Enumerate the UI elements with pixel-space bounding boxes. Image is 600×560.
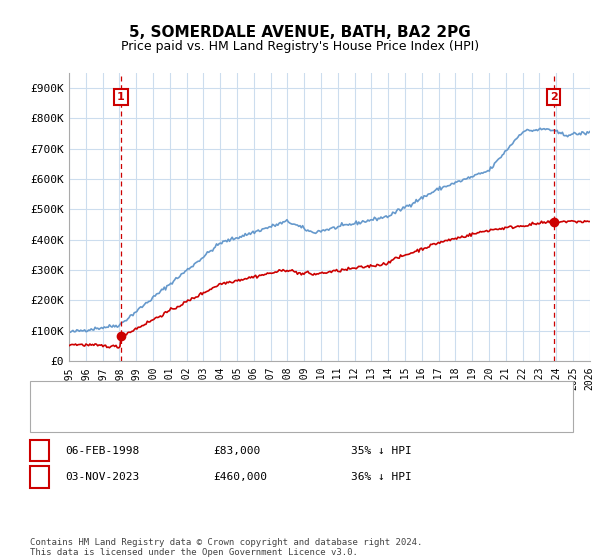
Text: HPI: Average price, detached house, Bath and North East Somerset: HPI: Average price, detached house, Bath…	[90, 415, 490, 425]
Text: 06-FEB-1998: 06-FEB-1998	[65, 446, 139, 456]
Text: 1: 1	[36, 446, 43, 456]
Text: Price paid vs. HM Land Registry's House Price Index (HPI): Price paid vs. HM Land Registry's House …	[121, 40, 479, 53]
Text: 2: 2	[36, 472, 43, 482]
Text: £83,000: £83,000	[213, 446, 260, 456]
Text: 35% ↓ HPI: 35% ↓ HPI	[351, 446, 412, 456]
Text: Contains HM Land Registry data © Crown copyright and database right 2024.
This d: Contains HM Land Registry data © Crown c…	[30, 538, 422, 557]
Text: £460,000: £460,000	[213, 472, 267, 482]
Text: 5, SOMERDALE AVENUE, BATH, BA2 2PG (detached house): 5, SOMERDALE AVENUE, BATH, BA2 2PG (deta…	[90, 389, 409, 399]
Text: 5, SOMERDALE AVENUE, BATH, BA2 2PG: 5, SOMERDALE AVENUE, BATH, BA2 2PG	[129, 25, 471, 40]
Text: 03-NOV-2023: 03-NOV-2023	[65, 472, 139, 482]
Text: 36% ↓ HPI: 36% ↓ HPI	[351, 472, 412, 482]
Text: 2: 2	[550, 92, 557, 102]
Text: 1: 1	[117, 92, 125, 102]
